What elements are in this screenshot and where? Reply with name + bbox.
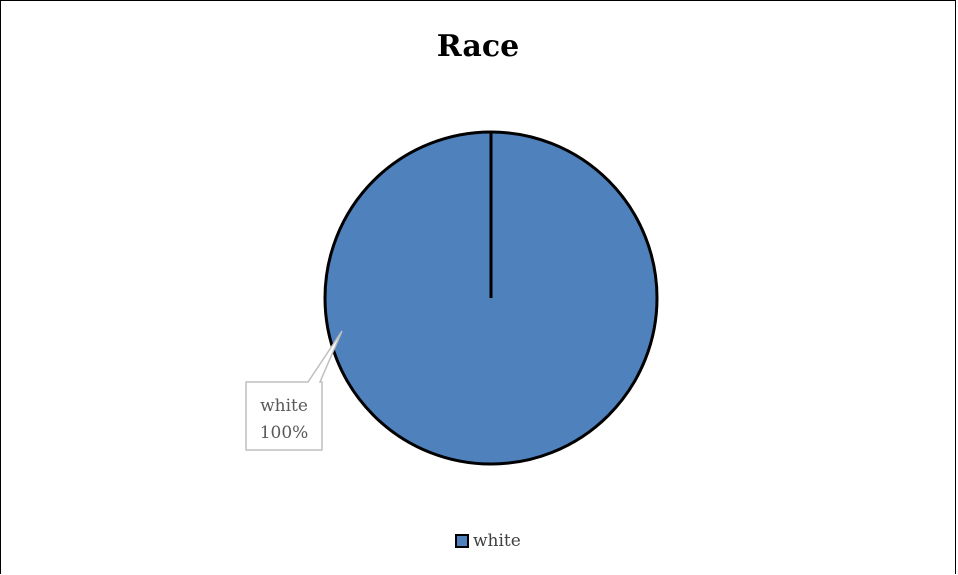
data-label-category: white	[260, 396, 308, 416]
chart-title: Race	[436, 29, 520, 64]
legend: white	[455, 531, 521, 551]
data-label-percent: 100%	[260, 423, 309, 443]
data-labels: white 100%	[245, 330, 343, 451]
legend-label-white: white	[473, 531, 521, 551]
pie-slices	[323, 130, 659, 466]
legend-swatch-white	[455, 534, 469, 548]
data-label-callout	[245, 330, 343, 451]
